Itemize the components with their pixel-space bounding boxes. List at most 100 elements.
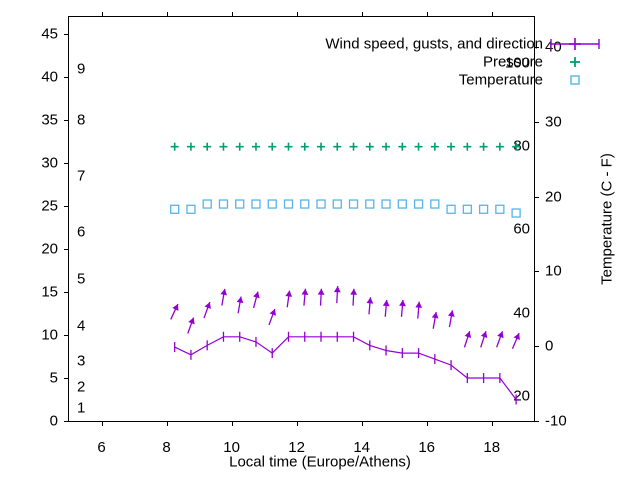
x-tick <box>296 421 298 426</box>
temperature-marker <box>495 204 505 214</box>
x-tick-top <box>426 12 428 17</box>
y2-tick <box>534 196 539 198</box>
wind-direction-arrow <box>220 288 228 306</box>
y-tick <box>64 378 69 380</box>
y2-tick-label: 20 <box>545 188 562 206</box>
y2-tick <box>534 46 539 48</box>
wind-direction-arrow <box>415 301 423 319</box>
x-tick-top <box>491 12 493 17</box>
y-tick <box>64 34 69 36</box>
temperature-marker <box>381 199 391 209</box>
temperature-marker <box>300 199 310 209</box>
temperature-marker <box>478 204 489 214</box>
y-tick <box>64 206 69 208</box>
x-tick <box>166 421 168 426</box>
wind-direction-arrow <box>366 297 374 315</box>
legend-label-temperature: Temperature <box>458 71 543 89</box>
temperature-marker <box>235 199 245 209</box>
x-tick-top <box>101 12 103 17</box>
x-tick <box>491 421 493 426</box>
temperature-marker <box>267 199 277 209</box>
wind-direction-arrow <box>431 311 439 329</box>
x-tick <box>231 421 233 426</box>
wind-direction-arrow <box>463 331 472 348</box>
wind-direction-arrow <box>382 299 390 317</box>
y2-tick-label: 0 <box>545 337 554 355</box>
y2-tick-label: -10 <box>545 412 567 430</box>
fahrenheit-label: 40 <box>513 304 530 322</box>
beaufort-label: 5 <box>77 270 86 288</box>
beaufort-label: 2 <box>77 378 86 396</box>
x-tick-label: 18 <box>483 439 501 456</box>
wind-direction-arrow <box>350 288 358 306</box>
wind-direction-arrow <box>203 301 211 319</box>
data-svg <box>170 142 521 405</box>
x-tick-label: 12 <box>288 439 305 456</box>
beaufort-label: 4 <box>77 317 86 335</box>
x-tick-top <box>296 12 298 17</box>
temperature-marker <box>413 199 424 209</box>
y-tick <box>64 292 69 294</box>
temperature-marker <box>446 204 456 214</box>
y-tick-label: 20 <box>41 240 58 258</box>
wind-direction-arrow <box>511 332 520 350</box>
temperature-marker <box>365 199 375 209</box>
y-tick <box>64 120 69 122</box>
y-tick-label: 10 <box>41 326 58 344</box>
temperature-marker <box>397 199 407 209</box>
temperature-marker <box>348 199 359 209</box>
x-tick <box>361 421 363 426</box>
legend-label-pressure: Pressure <box>482 53 543 71</box>
plot-frame: 0 5 10 15 20 25 30 35 40 45 -10 0 10 20 30 40 6 8 10 12 14 16… <box>41 12 600 456</box>
temperature-marker <box>283 199 294 209</box>
chart-legend: Wind speed, gusts, and direction Pressur… <box>301 35 601 89</box>
y-tick-label: 5 <box>49 369 58 387</box>
y-tick-label: 15 <box>41 283 58 301</box>
x-tick-label: 10 <box>223 439 240 456</box>
x-tick <box>426 421 428 426</box>
x-tick-top <box>166 12 168 17</box>
wind-speed-line <box>174 336 517 400</box>
legend-item-wind: Wind speed, gusts, and direction <box>301 35 601 53</box>
wind-direction-arrow <box>301 288 309 306</box>
temperature-marker <box>186 204 196 214</box>
beaufort-label: 7 <box>77 167 86 185</box>
legend-item-temperature: Temperature <box>301 71 601 89</box>
legend-symbol-line-plus-icon <box>549 35 601 53</box>
y-tick-label: 0 <box>49 412 58 430</box>
wind-direction-arrow <box>252 291 260 309</box>
beaufort-label: 9 <box>77 60 86 78</box>
wind-direction-arrow <box>317 288 325 306</box>
y-tick-label: 40 <box>41 68 58 86</box>
wind-direction-arrow <box>268 308 276 326</box>
beaufort-label: 1 <box>77 399 86 417</box>
y2-tick <box>534 421 539 422</box>
fahrenheit-label: 100 <box>504 54 530 72</box>
temperature-marker <box>170 204 180 214</box>
y-tick <box>64 163 69 165</box>
wind-direction-arrow <box>480 331 488 348</box>
y-tick-label: 30 <box>41 154 58 172</box>
temperature-marker <box>511 208 521 218</box>
wind-direction-arrow <box>496 331 504 348</box>
beaufort-label: 8 <box>77 111 86 129</box>
legend-item-pressure: Pressure <box>301 53 601 71</box>
x-tick-top <box>231 12 233 17</box>
beaufort-label: 3 <box>77 352 86 370</box>
y2-tick <box>534 346 539 348</box>
fahrenheit-label: 20 <box>513 387 530 405</box>
temperature-marker <box>430 199 440 209</box>
x-tick-label: 14 <box>353 439 370 456</box>
y-tick-label: 25 <box>41 197 58 215</box>
wind-direction-arrow <box>170 303 179 320</box>
wind-direction-arrow <box>187 317 195 334</box>
temperature-marker <box>316 199 326 209</box>
x-tick-top <box>361 12 363 17</box>
y2-tick-label: 40 <box>545 38 562 56</box>
temperature-marker <box>462 204 472 214</box>
y2-tick <box>534 271 539 273</box>
x-axis-title: Local time (Europe/Athens) <box>229 453 411 471</box>
y-tick-label: 45 <box>41 25 58 43</box>
beaufort-label: 6 <box>77 223 86 241</box>
